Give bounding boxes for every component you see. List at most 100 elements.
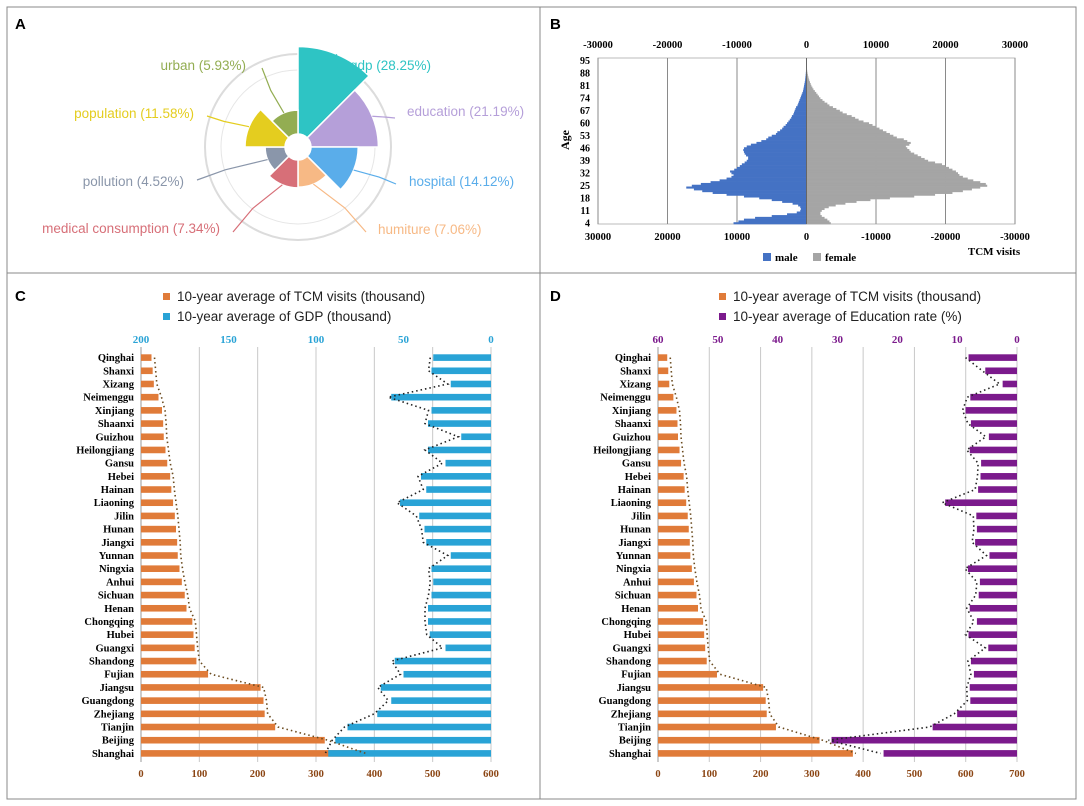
category-label-qinghai: Qinghai <box>98 353 134 364</box>
pyramid-bar-female <box>806 157 925 161</box>
rose-label-hospital: hospital (14.12%) <box>409 174 514 189</box>
tcm-bar-gansu <box>658 459 682 467</box>
pyramid-bar-female <box>806 182 986 186</box>
top-series-bar-guangxi <box>988 644 1017 652</box>
tcm-bar-guangxi <box>658 644 706 652</box>
category-label-neimenggu: Neimenggu <box>83 393 134 404</box>
pyramid-bar-female <box>806 156 922 159</box>
pyramid-bar-male <box>777 131 807 134</box>
pyramid-bar-female <box>806 102 828 105</box>
pyramid-bar-male <box>787 213 807 216</box>
pyramid-bar-male <box>700 182 807 186</box>
rose-leader-medical-consumption <box>232 184 283 233</box>
pyramid-bar-male <box>804 82 807 86</box>
pyramid-bar-female <box>806 132 890 136</box>
rose-leader-pollution <box>196 159 268 181</box>
pyramid-bar-male <box>797 104 807 107</box>
top-series-bar-henan <box>969 604 1017 612</box>
pyramid-bar-female <box>806 122 870 125</box>
panel-c-gdp-chart: 10-year average of TCM visits (thousand)… <box>76 289 499 780</box>
top-axis-tick: 40 <box>772 334 784 346</box>
pyramid-bar-male <box>785 124 807 127</box>
category-label-heilongjiang: Heilongjiang <box>593 445 652 456</box>
pyramid-bar-female <box>806 207 825 211</box>
pyramid-bar-female <box>806 177 968 180</box>
category-label-neimenggu: Neimenggu <box>600 393 651 404</box>
pyramid-bar-male <box>759 197 807 200</box>
category-label-anhui: Anhui <box>106 577 134 588</box>
pyramid-bar-female <box>806 141 911 144</box>
pyramid-bar-female <box>806 129 883 132</box>
tcm-bar-shanxi <box>658 367 669 375</box>
pyramid-age-tick: 88 <box>580 69 590 80</box>
pyramid-bar-male <box>743 195 807 198</box>
category-label-hebei: Hebei <box>625 472 651 483</box>
pyramid-bar-female <box>806 179 974 182</box>
pyramid-bar-female <box>806 107 837 111</box>
pyramid-bar-female <box>806 86 813 89</box>
pyramid-bar-male <box>743 147 807 150</box>
top-series-bar-beijing <box>831 736 1017 744</box>
bottom-axis-tick: 600 <box>958 769 974 780</box>
pyramid-top-tick: 20000 <box>932 40 958 51</box>
tcm-bar-beijing <box>141 736 325 744</box>
pyramid-bar-female <box>806 147 908 150</box>
pyramid-bar-female <box>806 150 911 153</box>
pyramid-bar-male <box>804 81 807 84</box>
category-label-anhui: Anhui <box>623 577 651 588</box>
top-series-bar-shanghai <box>883 750 1017 757</box>
category-label-guizhou: Guizhou <box>612 432 651 443</box>
pyramid-bar-male <box>800 97 807 100</box>
pyramid-bar-female <box>806 209 822 212</box>
tcm-bar-shaanxi <box>141 420 164 427</box>
category-label-jiangxi: Jiangxi <box>101 538 134 549</box>
pyramid-age-tick: 11 <box>581 206 590 217</box>
category-label-tianjin: Tianjin <box>618 723 651 734</box>
top-series-bar-hubei <box>968 631 1017 638</box>
top-series-bar-yunnan <box>450 552 491 559</box>
top-axis-tick: 0 <box>488 334 494 346</box>
pyramid-bar-female <box>806 174 960 177</box>
top-series-bar-henan <box>428 604 491 612</box>
top-series-bar-shandong <box>970 657 1017 665</box>
top-series-bar-shanxi <box>431 367 491 375</box>
tcm-bar-liaoning <box>141 499 174 507</box>
top-series-bar-gansu <box>445 459 491 467</box>
tcm-bar-zhejiang <box>141 710 265 718</box>
panel-b-pyramid-chart: -30000 -20000 -10000 0 10000 20000 30000 30000 2… <box>558 40 1030 264</box>
pyramid-bar-male <box>803 90 807 93</box>
pyramid-bar-male <box>731 172 807 175</box>
pyramid-bar-male <box>741 163 807 166</box>
legend-swatch-10-year-average-of-gdp-thousand <box>163 313 170 320</box>
pyramid-bar-male <box>796 106 807 109</box>
tcm-bar-jiangsu <box>141 684 261 691</box>
legend-swatch-10-year-average-of-tcm-visits-thousand <box>719 293 726 300</box>
pyramid-bar-male <box>788 120 807 123</box>
pyramid-bar-male <box>743 150 807 153</box>
tcm-bar-henan <box>658 604 699 612</box>
tcm-bar-anhui <box>141 578 182 586</box>
tcm-bar-yunnan <box>141 552 178 559</box>
tcm-bar-chongqing <box>141 618 193 625</box>
pyramid-bar-female <box>806 125 876 128</box>
top-series-bar-neimenggu <box>391 393 491 401</box>
top-series-bar-shanxi <box>985 367 1017 375</box>
category-label-guangxi: Guangxi <box>95 643 134 654</box>
pyramid-top-tick: -20000 <box>653 40 683 51</box>
rose-label-education: education (21.19%) <box>407 104 524 119</box>
top-series-bar-qinghai <box>433 354 491 361</box>
pyramid-bar-female <box>806 202 846 205</box>
pyramid-bar-female <box>806 193 936 196</box>
tcm-bar-sichuan <box>141 591 185 599</box>
tcm-bar-qinghai <box>658 354 668 361</box>
tcm-bar-shanxi <box>141 367 153 375</box>
pyramid-bar-male <box>794 109 807 112</box>
pyramid-age-tick: 4 <box>585 219 590 230</box>
bottom-axis-tick: 100 <box>191 769 207 780</box>
top-series-bar-jilin <box>419 512 491 520</box>
pyramid-bar-female <box>806 72 808 75</box>
pyramid-bar-male <box>710 181 807 184</box>
top-series-bar-shanghai <box>328 750 491 757</box>
top-series-bar-ningxia <box>431 565 491 572</box>
pyramid-bar-female <box>806 115 852 118</box>
